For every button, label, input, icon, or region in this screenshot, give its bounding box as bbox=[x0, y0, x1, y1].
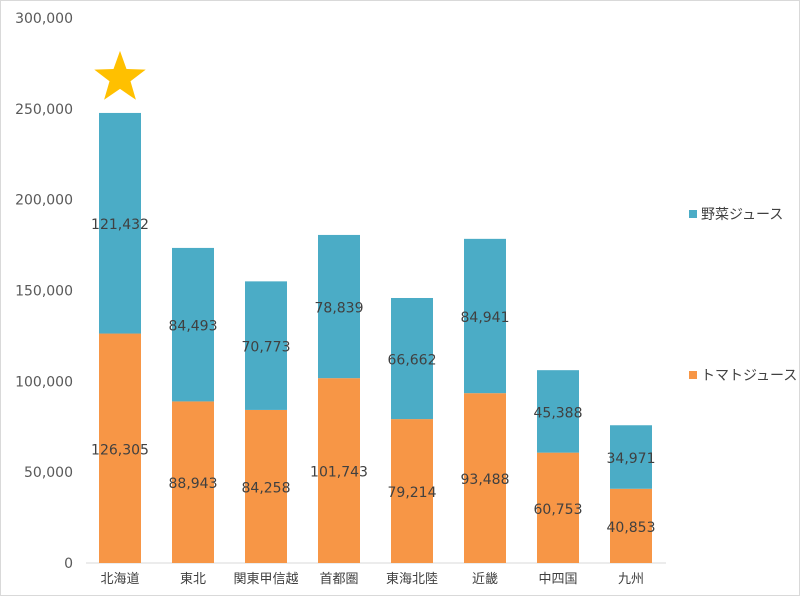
x-axis-labels: 北海道 東北 関東甲信越 首都圏 東海北陸 近畿 中四国 九州 bbox=[100, 571, 644, 587]
y-tick-label: 200,000 bbox=[15, 193, 73, 209]
x-category-label: 首都圏 bbox=[319, 572, 358, 587]
bar-segment bbox=[172, 401, 214, 563]
bar-segment bbox=[99, 112, 141, 334]
data-label: 78,839 bbox=[315, 301, 364, 317]
bar-segment bbox=[318, 234, 360, 379]
bar-segment bbox=[610, 425, 652, 489]
data-label: 84,941 bbox=[461, 310, 510, 326]
bar-segment bbox=[537, 452, 579, 563]
data-label: 40,853 bbox=[607, 520, 656, 536]
highlight-star bbox=[94, 50, 146, 100]
bar-segment bbox=[318, 378, 360, 563]
legend-label: トマトジュース bbox=[701, 368, 797, 384]
bar-segment bbox=[245, 409, 287, 563]
data-label: 84,258 bbox=[242, 480, 291, 496]
legend-label: 野菜ジュース bbox=[701, 207, 783, 223]
bar-segment bbox=[391, 297, 433, 420]
y-tick-label: 100,000 bbox=[15, 374, 73, 390]
data-label: 45,388 bbox=[534, 405, 583, 421]
bar-segment bbox=[172, 247, 214, 402]
y-axis-ticks: 0 50,000 100,000 150,000 200,000 250,000 300,0… bbox=[15, 11, 73, 572]
data-label: 121,432 bbox=[91, 217, 149, 233]
bar-segment bbox=[537, 370, 579, 453]
bar-segment bbox=[464, 393, 506, 563]
y-tick-label: 150,000 bbox=[15, 284, 73, 300]
data-labels: 126,305 121,432 88,943 84,493 84,258 70,773 10… bbox=[91, 217, 655, 536]
x-category-label: 中四国 bbox=[538, 572, 577, 587]
x-category-label: 近畿 bbox=[472, 572, 498, 587]
x-category-label: 東海北陸 bbox=[386, 571, 438, 587]
x-category-label: 関東甲信越 bbox=[233, 571, 298, 587]
data-label: 66,662 bbox=[388, 353, 437, 369]
y-tick-label: 300,000 bbox=[15, 11, 73, 27]
x-category-label: 九州 bbox=[618, 572, 644, 587]
data-label: 60,753 bbox=[534, 502, 583, 518]
bars bbox=[99, 112, 652, 563]
bar-segment bbox=[99, 333, 141, 563]
bar-segment bbox=[391, 419, 433, 563]
data-label: 93,488 bbox=[461, 472, 510, 488]
data-label: 70,773 bbox=[242, 340, 291, 356]
y-tick-label: 50,000 bbox=[24, 465, 73, 481]
x-category-label: 東北 bbox=[180, 571, 206, 587]
data-label: 88,943 bbox=[169, 476, 218, 492]
legend-swatch bbox=[689, 210, 697, 218]
y-tick-label: 0 bbox=[64, 556, 73, 572]
legend-swatch bbox=[689, 371, 697, 379]
bar-segment bbox=[610, 488, 652, 563]
data-label: 101,743 bbox=[310, 465, 368, 481]
data-label: 79,214 bbox=[388, 485, 437, 501]
data-label: 126,305 bbox=[91, 442, 149, 458]
data-label: 34,971 bbox=[607, 451, 656, 467]
x-category-label: 北海道 bbox=[100, 572, 139, 587]
star-icon bbox=[94, 50, 146, 100]
y-tick-label: 250,000 bbox=[15, 102, 73, 118]
bar-segment bbox=[245, 281, 287, 410]
data-label: 84,493 bbox=[169, 319, 218, 335]
bar-segment bbox=[464, 238, 506, 394]
